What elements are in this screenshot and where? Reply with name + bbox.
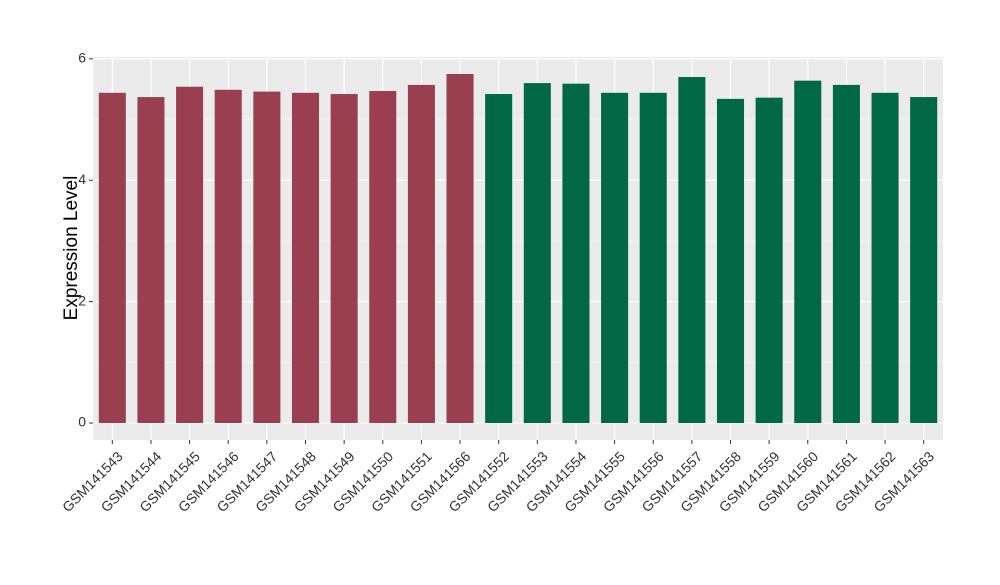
y-tick-label: 0 [78,414,86,430]
bar [407,84,435,424]
bar [678,77,706,424]
bar [794,80,822,424]
bar [253,91,281,424]
bar [369,90,397,424]
bar [562,83,590,424]
bar [485,94,513,424]
y-tick-label: 2 [78,292,86,308]
bar [716,98,745,424]
bar [214,89,242,424]
bar [137,97,165,424]
bar [446,73,474,424]
bar [832,84,860,424]
y-axis-title: Expression Level [61,176,82,321]
y-tick-label: 4 [78,171,86,187]
bar [176,86,204,424]
bar [523,83,551,424]
y-tick-label: 6 [78,50,86,66]
bar [601,92,629,424]
bar [639,92,667,424]
bar [755,97,783,424]
bar [330,94,358,424]
bar [98,92,126,424]
bar [910,97,938,424]
bar [871,92,899,424]
bar [291,92,320,424]
